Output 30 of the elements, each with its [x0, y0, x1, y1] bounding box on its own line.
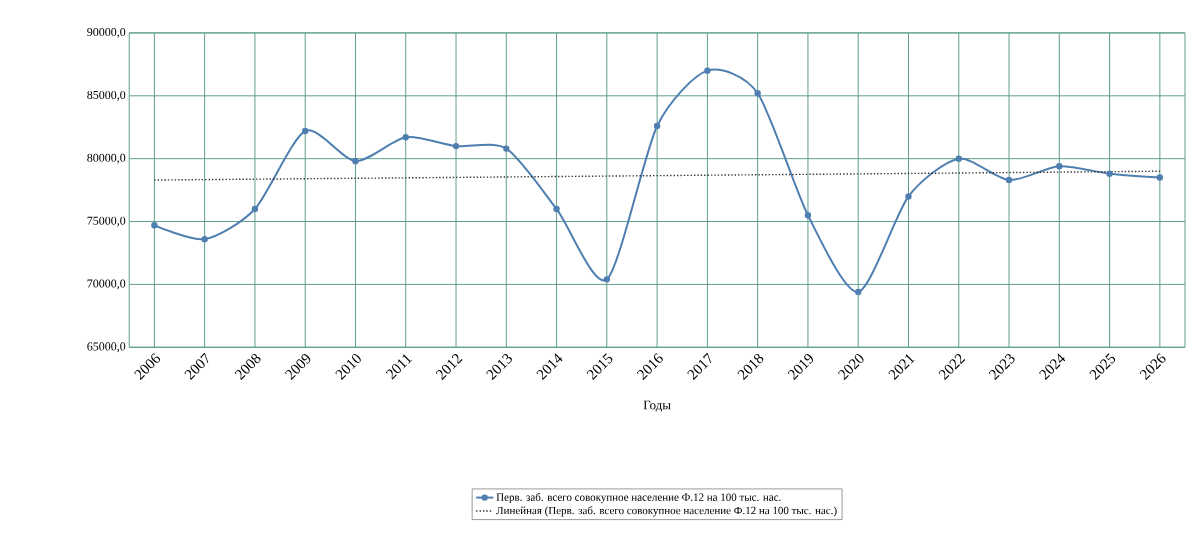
- y-tick-label: 75000,0: [87, 216, 126, 227]
- point: [553, 205, 560, 213]
- point: [1056, 163, 1063, 170]
- y-tick-label: 70000,0: [87, 279, 126, 290]
- point: [302, 127, 309, 135]
- point: [754, 90, 761, 97]
- point: [905, 193, 912, 200]
- point: [603, 276, 611, 283]
- point: [1005, 176, 1013, 184]
- y-tick-label: 80000,0: [87, 153, 126, 164]
- legend-label: Перв. заб. всего совокупное население Ф.12 на 100 тыс. нас.: [496, 492, 781, 504]
- point: [352, 158, 359, 165]
- point: [1156, 174, 1164, 181]
- legend-label: Линейная (Перв. заб. всего совокупное население Ф.12 на 100 тыс. нас.): [496, 506, 837, 517]
- point: [1106, 170, 1113, 178]
- point: [151, 222, 158, 229]
- point: [855, 288, 862, 296]
- point: [201, 236, 208, 243]
- y-tick-label: 85000,0: [87, 90, 126, 101]
- point: [452, 142, 460, 150]
- y-tick-label: 65000,0: [87, 342, 126, 353]
- point: [402, 134, 409, 141]
- point: [503, 145, 510, 152]
- point: [804, 212, 812, 219]
- point: [955, 155, 962, 162]
- point: [251, 205, 259, 213]
- point: [653, 122, 661, 130]
- y-tick-label: 90000,0: [87, 28, 126, 38]
- x-axis-title: Годы: [643, 400, 671, 412]
- point: [704, 67, 711, 74]
